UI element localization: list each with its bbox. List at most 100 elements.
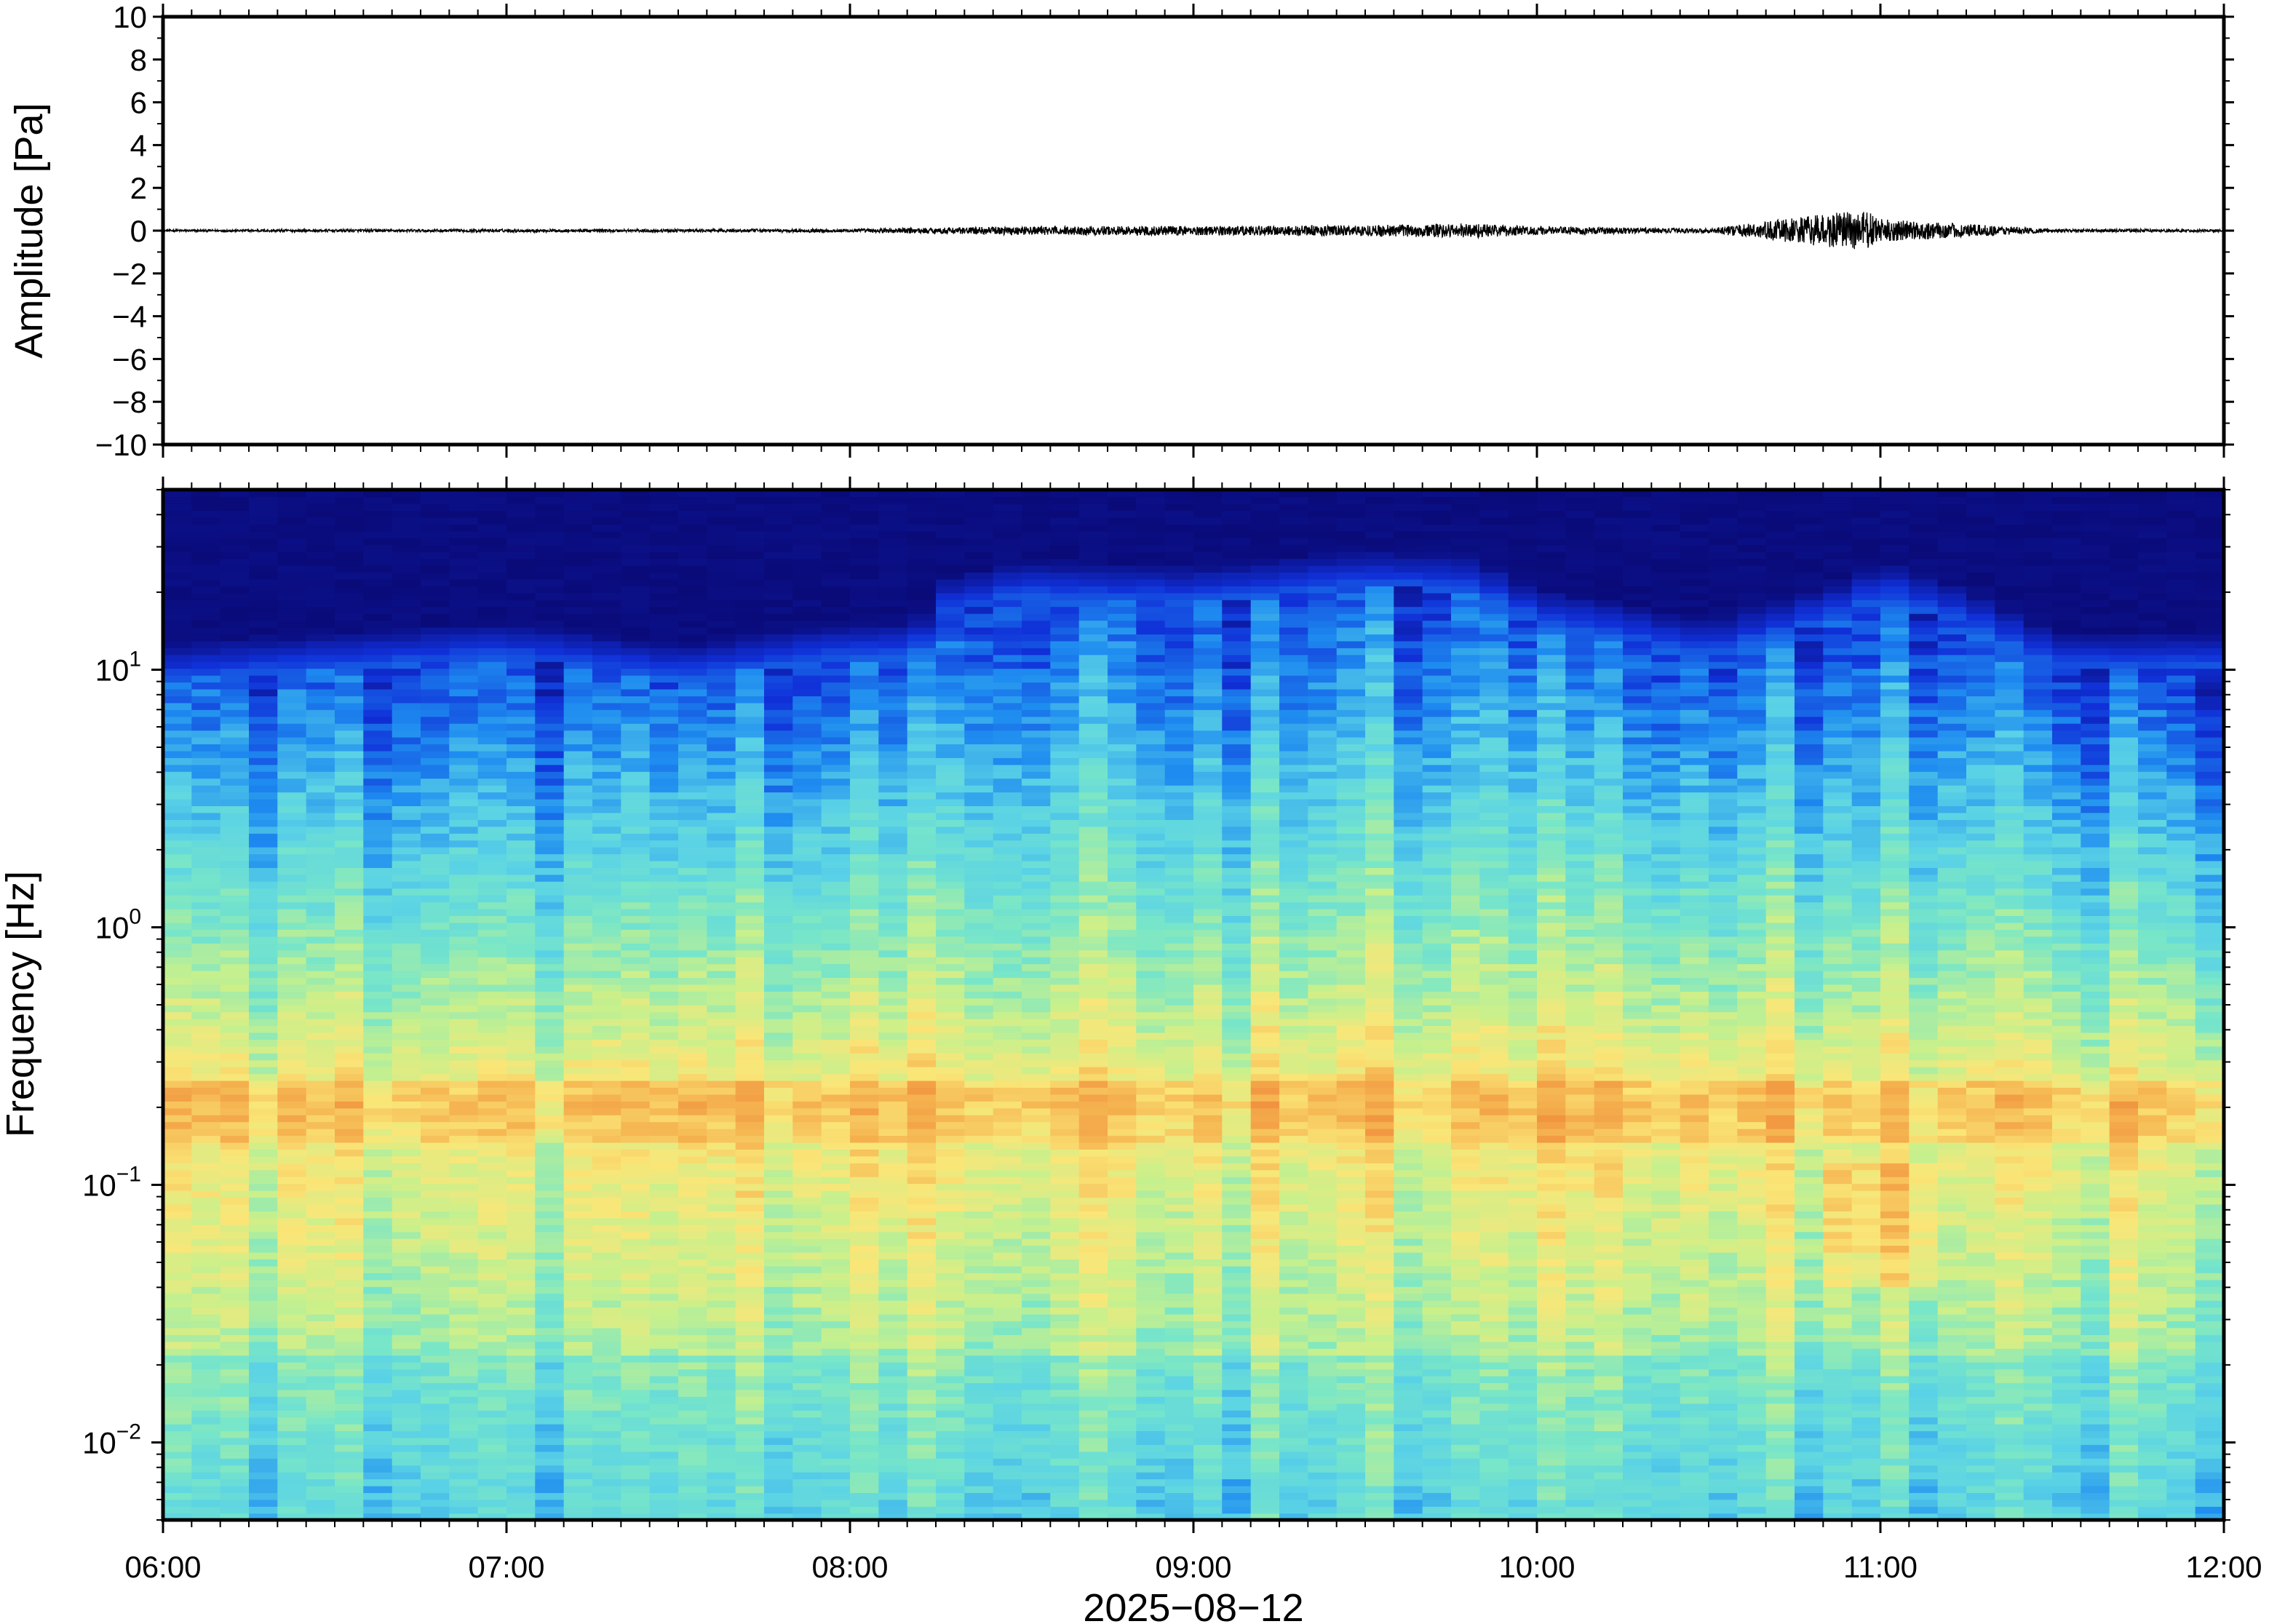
spectrogram-cell — [707, 538, 736, 546]
spectrogram-cell — [621, 668, 651, 676]
spectrogram-cell — [392, 538, 421, 546]
spectrogram-cell — [535, 771, 565, 779]
spectrogram-cell — [649, 798, 679, 806]
spectrogram-cell — [335, 730, 365, 738]
spectrogram-cell — [792, 1094, 822, 1102]
spectrogram-cell — [821, 1444, 851, 1452]
spectrogram-cell — [764, 1025, 794, 1033]
spectrogram-cell — [363, 558, 393, 566]
spectrogram-cell — [191, 750, 221, 758]
spectrogram-cell — [821, 1039, 851, 1047]
spectrogram-cell — [1050, 1478, 1080, 1486]
spectrogram-cell — [449, 674, 479, 683]
spectrogram-cell — [592, 1485, 622, 1493]
spectrogram-cell — [792, 544, 822, 552]
spectrogram-cell — [421, 1313, 450, 1321]
spectrogram-cell — [735, 922, 765, 930]
spectrogram-cell — [936, 819, 966, 827]
spectrogram-cell — [735, 1382, 765, 1390]
spectrogram-cell — [764, 1087, 794, 1095]
spectrogram-cell — [506, 812, 536, 820]
spectrogram-cell — [907, 1513, 937, 1520]
spectrogram-cell — [649, 736, 679, 744]
spectrogram-cell — [735, 1299, 765, 1308]
spectrogram-cell — [449, 661, 479, 669]
spectrogram-cell — [421, 895, 450, 903]
spectrogram-cell — [1022, 977, 1052, 985]
spectrogram-cell — [649, 853, 679, 861]
spectrogram-cell — [277, 1169, 307, 1177]
spectrogram-cell — [1022, 1039, 1052, 1047]
spectrogram-cell — [277, 1293, 307, 1301]
spectrogram-cell — [592, 970, 622, 978]
spectrogram-cell — [277, 1107, 307, 1115]
waveform-y-tick-label: 10 — [113, 0, 147, 34]
spectrogram-cell — [821, 1005, 851, 1013]
spectrogram-cell — [1022, 600, 1052, 608]
spectrogram-cell — [363, 626, 393, 634]
spectrogram-cell — [477, 1389, 507, 1397]
spectrogram-cell — [907, 1245, 937, 1253]
spectrogram-cell — [306, 1011, 335, 1019]
spectrogram-cell — [850, 723, 880, 731]
spectrogram-cell — [592, 1369, 622, 1377]
spectrogram-cell — [191, 1197, 221, 1205]
spectrogram-cell — [506, 1485, 536, 1493]
spectrogram-cell — [535, 530, 565, 538]
spectrogram-cell — [621, 750, 651, 758]
spectrogram-cell — [421, 1135, 450, 1143]
spectrogram-cell — [506, 888, 536, 896]
spectrogram-cell — [707, 1403, 736, 1411]
spectrogram-cell — [191, 1059, 221, 1067]
spectrogram-cell — [1050, 1499, 1080, 1507]
spectrogram-cell — [993, 530, 1022, 538]
spectrogram-cell — [907, 1183, 937, 1191]
spectrogram-cell — [735, 1471, 765, 1480]
spectrogram-cell — [821, 1279, 851, 1287]
spectrogram-cell — [421, 1067, 450, 1075]
spectrogram-cell — [735, 613, 765, 621]
spectrogram-cell — [277, 771, 307, 779]
spectrogram-cell — [220, 1142, 250, 1150]
spectrogram-cell — [878, 544, 908, 552]
spectrogram-cell — [936, 956, 966, 965]
spectrogram-cell — [421, 1286, 450, 1294]
spectrogram-cell — [392, 613, 421, 621]
spectrogram-cell — [964, 1499, 994, 1507]
spectrogram-cell — [421, 929, 450, 937]
spectrogram-cell — [907, 524, 937, 532]
spectrogram-cell — [850, 1273, 880, 1281]
spectrogram-cell — [163, 1128, 193, 1137]
spectrogram-cell — [621, 1183, 651, 1191]
spectrogram-cell — [163, 943, 193, 951]
spectrogram-cell — [821, 826, 851, 834]
spectrogram-cell — [936, 792, 966, 800]
spectrogram-cell — [506, 1059, 536, 1067]
spectrogram-cell — [392, 998, 421, 1006]
spectrogram-cell — [306, 709, 335, 717]
spectrogram-cell — [249, 895, 279, 903]
spectrogram-cell — [850, 682, 880, 690]
spectrogram-cell — [477, 620, 507, 628]
spectrogram-cell — [964, 503, 994, 512]
spectrogram-cell — [563, 874, 593, 882]
spectrogram-cell — [964, 1115, 994, 1123]
spectrogram-cell — [1050, 784, 1080, 793]
spectrogram-cell — [649, 1011, 679, 1019]
spectrogram-cell — [907, 1265, 937, 1273]
spectrogram-cell — [563, 1259, 593, 1267]
spectrogram-cell — [1050, 1382, 1080, 1390]
spectrogram-cell — [1022, 922, 1052, 930]
spectrogram-cell — [907, 1197, 937, 1205]
spectrogram-cell — [936, 1313, 966, 1321]
spectrogram-cell — [220, 538, 250, 546]
spectrogram-cell — [335, 1025, 365, 1033]
spectrogram-cell — [936, 895, 966, 903]
spectrogram-cell — [563, 552, 593, 560]
spectrogram-cell — [936, 826, 966, 834]
spectrogram-cell — [850, 895, 880, 903]
spectrogram-cell — [449, 778, 479, 786]
spectrogram-cell — [363, 620, 393, 628]
spectrogram-cell — [735, 750, 765, 758]
spectrogram-cell — [678, 1046, 708, 1054]
